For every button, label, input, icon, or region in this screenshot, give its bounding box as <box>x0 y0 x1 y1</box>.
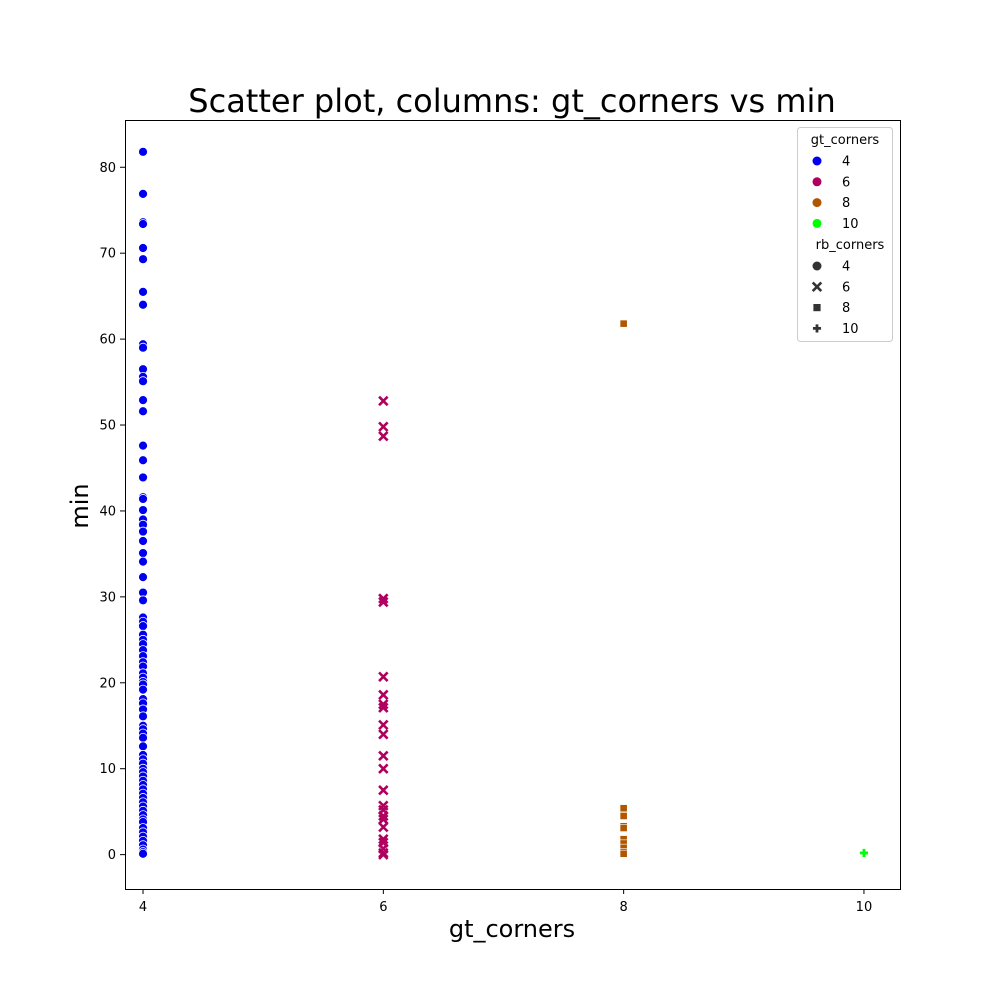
y-tick-label: 30 <box>99 590 116 605</box>
legend-style-marker <box>811 281 823 293</box>
data-point <box>138 572 148 583</box>
data-point <box>378 671 389 682</box>
data-point <box>138 711 148 722</box>
data-point <box>138 406 148 417</box>
data-point <box>619 824 628 832</box>
data-point <box>378 689 389 701</box>
data-point <box>138 621 148 631</box>
y-tick-label: 20 <box>99 676 116 691</box>
y-axis-title: min <box>66 483 94 528</box>
data-point <box>378 421 389 432</box>
data-point <box>138 526 148 537</box>
data-point <box>138 741 148 752</box>
legend-hue-label: 6 <box>842 175 850 190</box>
legend-hue-label: 10 <box>842 217 859 232</box>
legend-style-title: rb_corners <box>816 238 885 253</box>
x-axis-title: gt_corners <box>449 915 575 943</box>
legend-hue-marker <box>812 218 822 228</box>
data-point <box>378 750 389 762</box>
data-point <box>138 595 148 606</box>
data-point <box>619 812 628 820</box>
data-point <box>138 254 148 265</box>
data-point <box>378 849 389 860</box>
data-point <box>378 821 389 833</box>
y-tick-label: 60 <box>99 333 116 348</box>
data-points <box>138 146 869 860</box>
y-tick-label: 80 <box>99 161 116 176</box>
y-tick-label: 40 <box>99 504 116 519</box>
y-axis: 0 10 20 30 40 50 60 70 80 <box>99 161 125 863</box>
legend-style-marker <box>812 324 822 333</box>
plot-frame <box>125 120 901 890</box>
chart-title: Scatter plot, columns: gt_corners vs min <box>188 82 835 120</box>
data-point <box>378 395 389 407</box>
data-point <box>378 814 389 825</box>
data-point <box>138 494 148 504</box>
data-point <box>378 702 389 713</box>
legend-style-label: 10 <box>842 322 859 337</box>
legend: gt_corners rb_corners 4 6 8 10 4 6 8 10 <box>797 127 893 342</box>
data-point <box>138 455 148 466</box>
data-point <box>378 596 389 608</box>
x-axis: 4 6 8 10 <box>139 889 872 915</box>
data-point <box>378 430 389 442</box>
x-tick-label: 10 <box>856 900 873 915</box>
data-point <box>378 763 389 774</box>
data-point <box>619 804 628 813</box>
legend-hue-label: 8 <box>842 196 850 211</box>
legend-hue-label: 4 <box>842 155 850 170</box>
y-tick-label: 0 <box>108 848 116 863</box>
x-tick-label: 8 <box>620 900 628 915</box>
data-point <box>619 849 628 858</box>
data-point <box>138 548 148 558</box>
data-point <box>138 848 148 859</box>
legend-style-marker <box>812 261 822 271</box>
data-point <box>138 732 148 743</box>
data-point <box>138 376 148 387</box>
x-tick-label: 4 <box>139 900 147 915</box>
legend-style-label: 6 <box>842 280 850 295</box>
x-tick-label: 6 <box>379 900 387 915</box>
data-point <box>138 188 148 199</box>
legend-hue-marker <box>812 156 822 166</box>
y-tick-label: 10 <box>99 762 116 777</box>
legend-hue-title: gt_corners <box>811 133 880 148</box>
data-point <box>138 536 148 546</box>
data-point <box>138 146 148 157</box>
data-point <box>138 342 148 353</box>
data-point <box>138 395 148 406</box>
data-point <box>138 472 148 483</box>
data-point <box>138 243 148 253</box>
data-point <box>378 719 389 731</box>
data-point <box>378 784 389 796</box>
data-point <box>138 219 148 229</box>
data-point <box>138 684 148 695</box>
legend-style-label: 8 <box>842 301 850 316</box>
data-point <box>378 729 389 740</box>
data-point <box>619 319 628 328</box>
legend-style-label: 4 <box>842 260 850 275</box>
data-point <box>138 286 148 297</box>
data-point <box>138 299 148 310</box>
legend-hue-marker <box>812 198 822 208</box>
data-point <box>138 505 148 515</box>
legend-style-marker <box>813 304 821 312</box>
y-tick-label: 50 <box>99 419 116 434</box>
y-tick-label: 70 <box>99 247 116 262</box>
data-point <box>138 440 148 451</box>
legend-hue-marker <box>812 177 822 187</box>
data-point <box>138 556 148 567</box>
data-point <box>859 848 869 857</box>
